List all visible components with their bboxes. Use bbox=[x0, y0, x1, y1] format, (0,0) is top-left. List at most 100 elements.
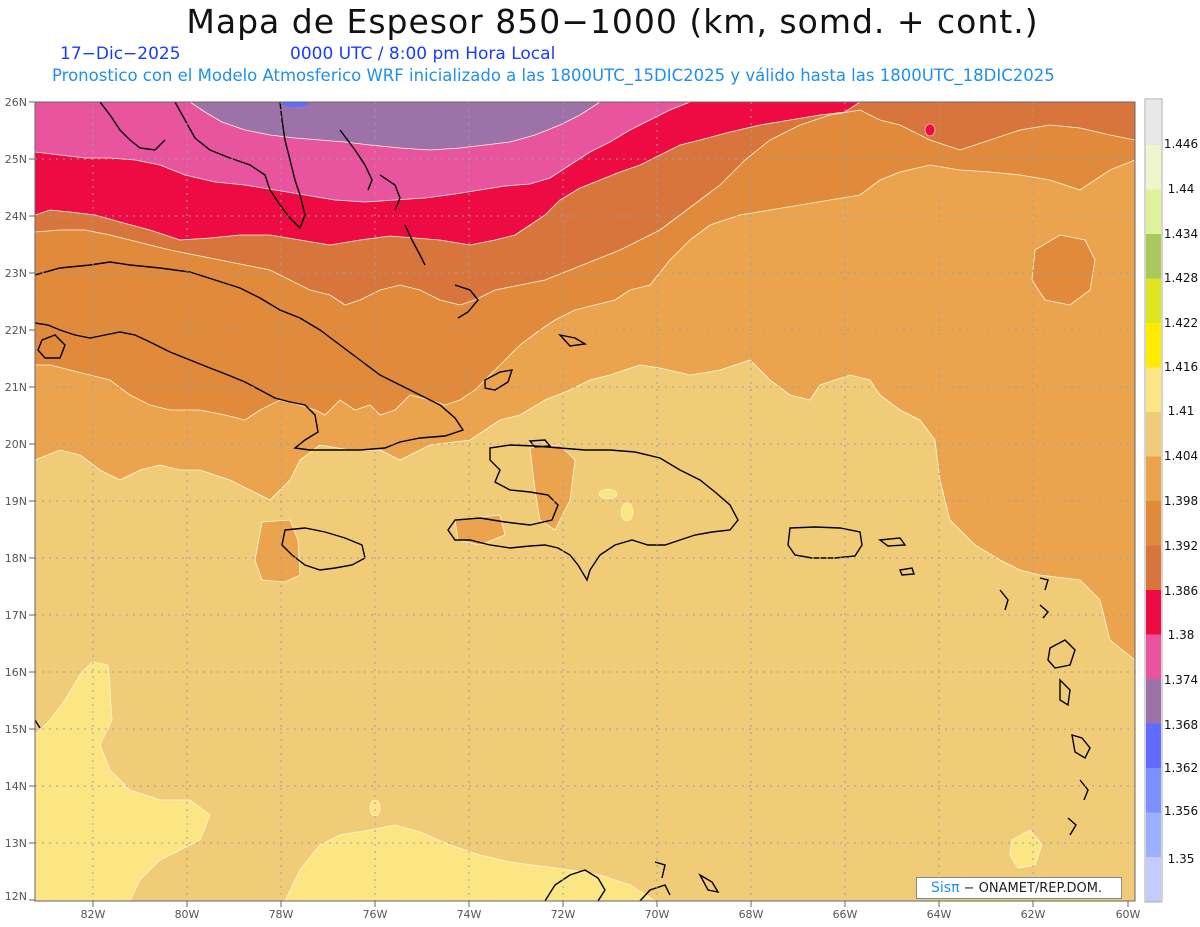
colorbar-label: 1.416 bbox=[1164, 360, 1198, 374]
lat-label: 23N bbox=[5, 267, 27, 280]
lat-label: 22N bbox=[5, 324, 27, 337]
colorbar-label: 1.374 bbox=[1164, 673, 1198, 687]
thickness-level-1410 bbox=[284, 824, 656, 901]
colorbar-swatch bbox=[1146, 144, 1161, 190]
colorbar-label: 1.386 bbox=[1164, 584, 1198, 598]
coastline-isla-juventud bbox=[37, 334, 66, 359]
coastline-lesser-antilles bbox=[999, 589, 1009, 611]
colorbar-label: 1.356 bbox=[1164, 804, 1198, 818]
colorbar-label: 1.392 bbox=[1164, 539, 1198, 553]
credit-box: Sisπ − ONAMET/REP.DOM. bbox=[916, 877, 1122, 899]
colorbar-label: 1.368 bbox=[1164, 718, 1198, 732]
lon-label: 74W bbox=[457, 908, 482, 921]
lat-label: 21N bbox=[5, 381, 27, 394]
coastlines bbox=[35, 102, 1091, 901]
coastline-lesser-antilles bbox=[1071, 734, 1091, 759]
lat-label: 26N bbox=[5, 96, 27, 109]
colorbar-label: 1.446 bbox=[1164, 137, 1198, 151]
colorbar-label: 1.398 bbox=[1164, 494, 1198, 508]
forecast-date: 17−Dic−2025 bbox=[60, 44, 181, 64]
longitude-labels: 82W 80W 78W 76W 74W 72W 70W 68W 66W 64W … bbox=[81, 908, 1141, 921]
coastline-hispaniola bbox=[447, 444, 739, 582]
lat-label: 24N bbox=[5, 210, 27, 223]
colorbar-swatch bbox=[1146, 367, 1161, 412]
coastline-abc-islands bbox=[654, 861, 666, 879]
colorbar-swatch bbox=[1146, 456, 1161, 501]
coastline-cuba bbox=[35, 261, 465, 451]
coastline-lesser-antilles bbox=[1059, 678, 1071, 707]
colorbar-label: 1.434 bbox=[1164, 227, 1198, 241]
lon-label: 64W bbox=[927, 908, 952, 921]
coastline-florida-west bbox=[99, 102, 166, 151]
thickness-level-1410 bbox=[35, 661, 211, 901]
coastline-lesser-antilles bbox=[1067, 817, 1077, 836]
thickness-level-1362 bbox=[281, 102, 309, 107]
thickness-level-1392 bbox=[1031, 234, 1096, 306]
coastline-virgin-islands bbox=[878, 537, 907, 547]
colorbar-label: 1.404 bbox=[1164, 449, 1198, 463]
coastline-lesser-antilles bbox=[1039, 604, 1049, 619]
colorbar-swatch bbox=[1146, 278, 1161, 323]
lat-label: 12N bbox=[5, 890, 27, 903]
colorbar-swatch bbox=[1146, 678, 1161, 724]
coastline-virgin-islands bbox=[899, 567, 915, 576]
thickness-level-1398 bbox=[254, 519, 301, 583]
lon-label: 76W bbox=[363, 908, 388, 921]
lat-label: 14N bbox=[5, 780, 27, 793]
lon-label: 72W bbox=[551, 908, 576, 921]
colorbar-swatch bbox=[1146, 723, 1161, 768]
thickness-level-1410 bbox=[620, 502, 634, 522]
lat-label: 25N bbox=[5, 153, 27, 166]
colorbar-label: 1.362 bbox=[1164, 761, 1198, 775]
colorbar-label: 1.422 bbox=[1164, 316, 1198, 330]
coastline-lesser-antilles bbox=[1079, 779, 1089, 801]
coastline-bahamas bbox=[484, 369, 514, 391]
lon-label: 60W bbox=[1116, 908, 1141, 921]
colorbar-swatch bbox=[1146, 545, 1161, 590]
coastline-bahamas bbox=[379, 174, 401, 211]
coastline-lesser-antilles bbox=[1047, 639, 1076, 669]
lat-label: 16N bbox=[5, 666, 27, 679]
colorbar: 1.35 1.356 1.362 1.368 1.374 1.38 1.386 … bbox=[1144, 98, 1198, 903]
coastline-abc-islands bbox=[698, 873, 720, 893]
colorbar-label: 1.428 bbox=[1164, 271, 1198, 285]
coastline-florida bbox=[174, 102, 306, 230]
lat-label: 17N bbox=[5, 609, 27, 622]
lon-label: 66W bbox=[833, 908, 858, 921]
colorbar-label: 1.44 bbox=[1168, 182, 1195, 196]
axis-ticks bbox=[29, 101, 1129, 907]
lat-label: 13N bbox=[5, 837, 27, 850]
colorbar-label: 1.35 bbox=[1168, 852, 1195, 866]
coastline-lesser-antilles bbox=[1039, 577, 1049, 591]
colorbar-swatch bbox=[1146, 100, 1161, 145]
lon-label: 62W bbox=[1021, 908, 1046, 921]
lat-label: 15N bbox=[5, 723, 27, 736]
coastline-tortuga bbox=[528, 439, 552, 448]
coastline-puerto-rico bbox=[787, 526, 863, 559]
lat-label: 20N bbox=[5, 438, 27, 451]
thickness-spot bbox=[924, 123, 936, 137]
thickness-level-1368 bbox=[189, 102, 601, 151]
coastline-jamaica bbox=[281, 527, 366, 571]
lat-label: 18N bbox=[5, 552, 27, 565]
lon-label: 70W bbox=[645, 908, 670, 921]
credit-text: − ONAMET/REP.DOM. bbox=[959, 881, 1103, 896]
coastline-south-america bbox=[544, 869, 606, 901]
colorbar-label: 1.41 bbox=[1168, 404, 1195, 418]
colorbar-swatch bbox=[1146, 634, 1161, 679]
colorbar-swatch bbox=[1146, 589, 1161, 635]
lon-label: 68W bbox=[739, 908, 764, 921]
coastline-bahamas bbox=[558, 333, 588, 347]
sispi-logo: Sisπ bbox=[931, 880, 960, 896]
coastline-bahamas bbox=[404, 224, 426, 266]
lon-label: 80W bbox=[175, 908, 200, 921]
model-info: Pronostico con el Modelo Atmosferico WRF… bbox=[52, 66, 1055, 85]
lon-label: 78W bbox=[269, 908, 294, 921]
colorbar-swatch bbox=[1146, 500, 1161, 546]
thickness-level-1410 bbox=[598, 488, 618, 500]
coastline-bahamas bbox=[339, 129, 373, 191]
colorbar-swatch bbox=[1146, 856, 1161, 902]
colorbar-swatch bbox=[1146, 767, 1161, 813]
colorbar-swatch bbox=[1146, 189, 1161, 234]
